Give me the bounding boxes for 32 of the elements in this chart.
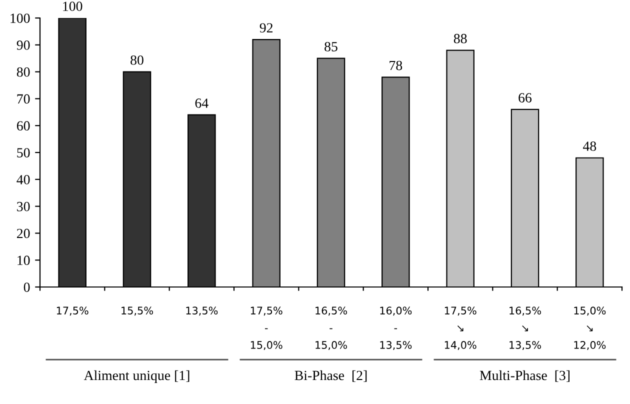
y-tick-label: 100: [10, 14, 30, 23]
y-tick-label: 20: [17, 228, 30, 238]
y-tick-label: 70: [17, 94, 30, 104]
x-tick-label: 13,5%: [186, 306, 218, 316]
text: Multi-Phase [3]: [480, 370, 570, 382]
x-tick-label: 16,5% ↘ 13,5%: [510, 306, 541, 350]
x-tick-label: 17,5%: [56, 306, 88, 316]
x-tick-label: 17,5% ↘ 14,0%: [444, 306, 476, 350]
y-tick-label: 50: [17, 148, 30, 158]
data-label: 100: [63, 2, 82, 12]
category-label: 16,0% - 13,5%: [380, 306, 412, 350]
text: Aliment unique [1]: [84, 370, 190, 383]
data-label: 88: [454, 34, 467, 44]
category-label: 16,5% - 15,0%: [316, 306, 347, 350]
data-label: 48: [582, 142, 596, 151]
data-label: 92: [260, 23, 273, 33]
y-tick-label: 40: [16, 174, 30, 184]
y-tick-label: 10: [18, 256, 30, 266]
y-tick-label: 80: [16, 67, 30, 77]
data-label: 78: [390, 60, 402, 70]
y-tick-label: 30: [17, 202, 30, 212]
data-label: 64: [195, 98, 208, 108]
y-tick-label: 0: [24, 282, 30, 292]
category-label: 17,5% - 15,0%: [250, 306, 282, 350]
x-tick-label: 15,0% ↘ 12,0%: [574, 306, 606, 350]
x-tick-label: 15,5%: [122, 306, 153, 316]
data-label: 80: [130, 55, 144, 65]
y-tick-label: 90: [16, 40, 30, 50]
text: Bi-Phase [2]: [294, 370, 367, 382]
y-tick-label: 60: [16, 121, 30, 131]
data-label: 66: [518, 93, 532, 102]
data-label: 85: [324, 42, 338, 52]
